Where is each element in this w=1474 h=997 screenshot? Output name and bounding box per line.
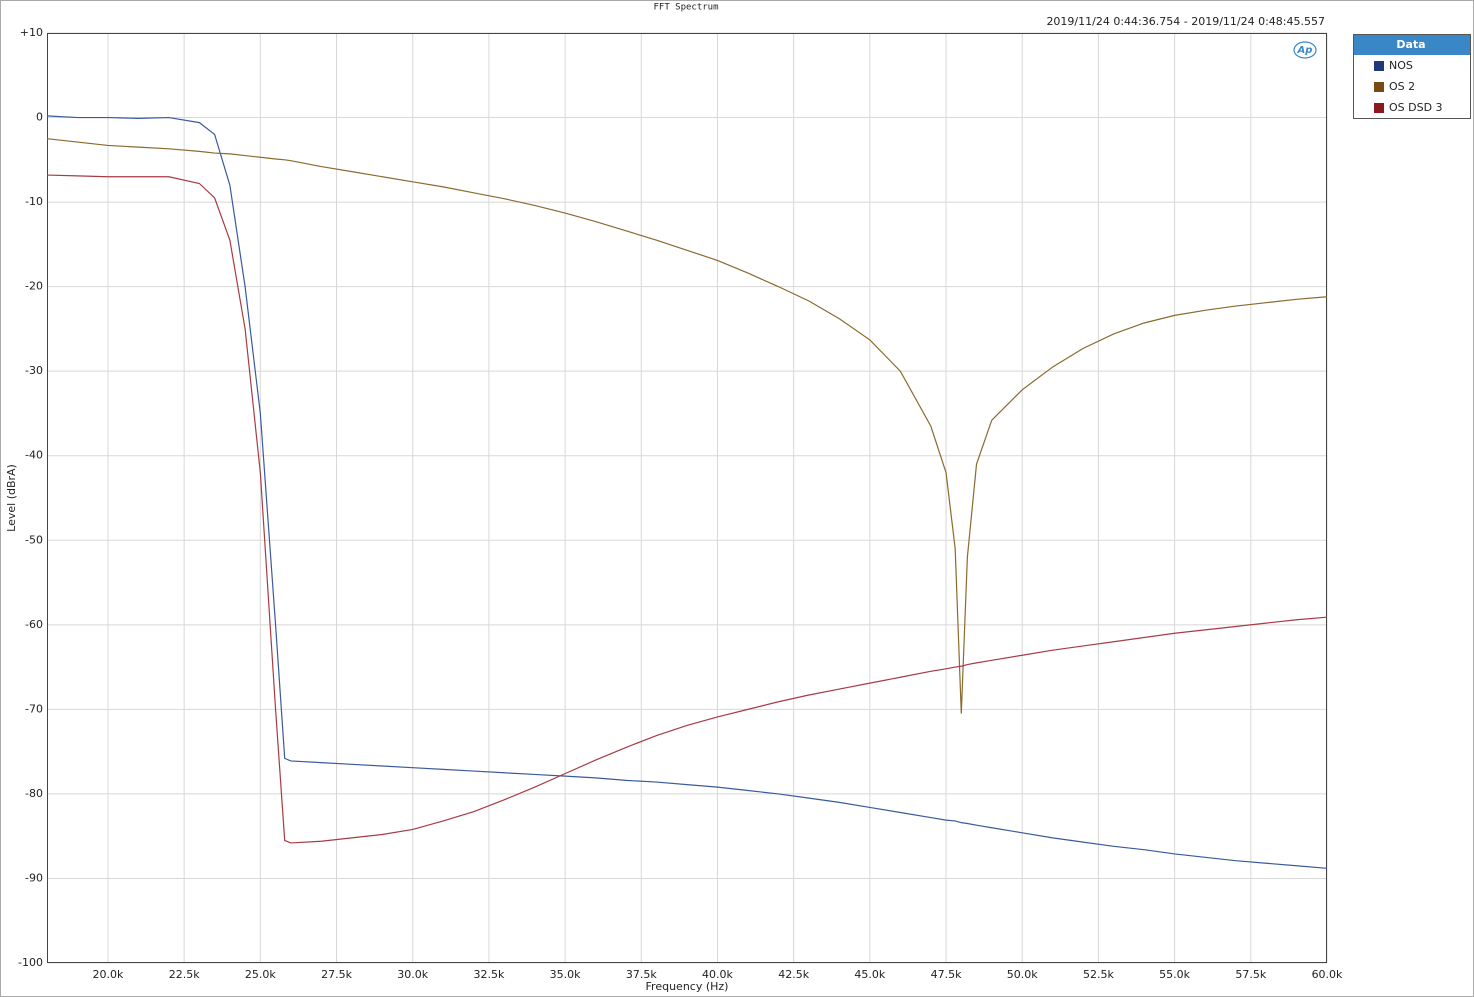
legend-label: OS 2 bbox=[1389, 80, 1415, 93]
y-tick-label: -60 bbox=[25, 618, 43, 631]
x-tick-label: 42.5k bbox=[778, 968, 809, 981]
logo: Ap bbox=[1293, 41, 1317, 59]
x-tick-label: 45.0k bbox=[854, 968, 885, 981]
y-tick-label: -50 bbox=[25, 533, 43, 546]
legend-label: NOS bbox=[1389, 59, 1413, 72]
y-tick-label: -100 bbox=[18, 956, 43, 969]
logo-text: Ap bbox=[1297, 45, 1313, 56]
legend-swatch bbox=[1374, 82, 1384, 92]
y-tick-label: 0 bbox=[36, 111, 43, 124]
x-axis-label: Frequency (Hz) bbox=[646, 980, 729, 993]
x-tick-label: 25.0k bbox=[245, 968, 276, 981]
y-tick-label: +10 bbox=[20, 26, 43, 39]
x-tick-label: 57.5k bbox=[1235, 968, 1266, 981]
series-line bbox=[47, 115, 1327, 869]
x-tick-label: 22.5k bbox=[169, 968, 200, 981]
x-tick-label: 50.0k bbox=[1007, 968, 1038, 981]
y-tick-label: -80 bbox=[25, 787, 43, 800]
logo-ring bbox=[1293, 41, 1317, 59]
legend: Data NOS OS 2 OS DSD 3 bbox=[1353, 34, 1471, 119]
x-tick-label: 20.0k bbox=[93, 968, 124, 981]
legend-title: Data bbox=[1396, 38, 1425, 51]
x-tick-label: 27.5k bbox=[321, 968, 352, 981]
x-tick-label: 35.0k bbox=[550, 968, 581, 981]
x-tick-label: 37.5k bbox=[626, 968, 657, 981]
y-tick-label: -70 bbox=[25, 702, 43, 715]
x-tick-label: 60.0k bbox=[1312, 968, 1343, 981]
y-tick-label: -10 bbox=[25, 195, 43, 208]
x-tick-label: 52.5k bbox=[1083, 968, 1114, 981]
chart-title: FFT Spectrum bbox=[653, 3, 718, 13]
plot-border bbox=[47, 33, 1327, 963]
x-tick-label: 55.0k bbox=[1159, 968, 1190, 981]
legend-header bbox=[1354, 35, 1470, 55]
y-axis-label: Level (dBrA) bbox=[5, 464, 18, 532]
x-tick-label: 47.5k bbox=[931, 968, 962, 981]
series-line bbox=[47, 174, 1327, 844]
y-tick-label: -30 bbox=[25, 364, 43, 377]
series-line bbox=[47, 138, 1327, 714]
x-tick-label: 40.0k bbox=[702, 968, 733, 981]
legend-swatch bbox=[1374, 103, 1384, 113]
legend-swatch bbox=[1374, 61, 1384, 71]
y-tick-label: -90 bbox=[25, 871, 43, 884]
legend-label: OS DSD 3 bbox=[1389, 101, 1443, 114]
timestamp: 2019/11/24 0:44:36.754 - 2019/11/24 0:48… bbox=[1046, 15, 1325, 28]
y-tick-label: -20 bbox=[25, 280, 43, 293]
x-tick-label: 30.0k bbox=[397, 968, 428, 981]
x-tick-label: 32.5k bbox=[473, 968, 504, 981]
y-tick-label: -40 bbox=[25, 449, 43, 462]
